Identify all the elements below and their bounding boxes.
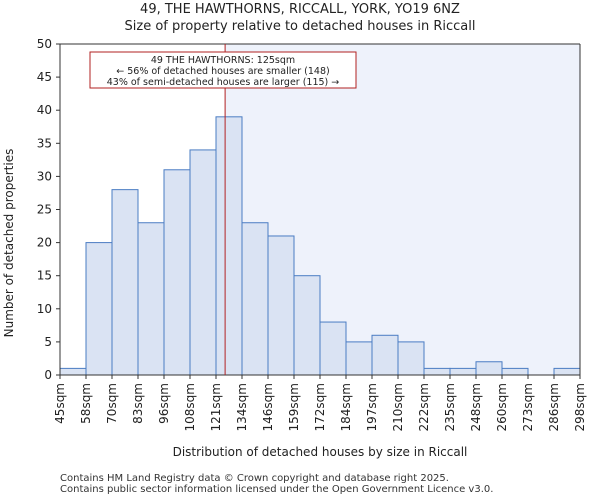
y-axis-label: Number of detached properties bbox=[2, 149, 16, 338]
histogram-bar bbox=[423, 367, 451, 376]
y-tick-label: 5 bbox=[44, 335, 52, 349]
x-tick-label: 172sqm bbox=[313, 383, 327, 431]
histogram-bar bbox=[59, 367, 87, 376]
annotation-line1: 49 THE HAWTHORNS: 125sqm bbox=[151, 55, 295, 66]
histogram-bar bbox=[163, 169, 191, 376]
x-tick-label: 121sqm bbox=[209, 383, 223, 431]
y-tick-label: 0 bbox=[44, 368, 52, 382]
histogram-bar bbox=[501, 367, 529, 376]
footer-copyright: Contains HM Land Registry data © Crown c… bbox=[60, 473, 449, 484]
x-tick-label: 235sqm bbox=[443, 383, 457, 431]
histogram-bar bbox=[449, 367, 477, 376]
chart-title: 49, THE HAWTHORNS, RICCALL, YORK, YO19 6… bbox=[140, 2, 460, 17]
histogram-bar bbox=[319, 321, 347, 376]
histogram-bar bbox=[397, 341, 425, 376]
x-tick-label: 210sqm bbox=[391, 383, 405, 431]
histogram-bar bbox=[241, 222, 269, 376]
histogram-bar bbox=[215, 116, 243, 376]
x-tick-label: 70sqm bbox=[105, 383, 119, 424]
histogram-bar bbox=[293, 275, 321, 376]
x-tick-label: 134sqm bbox=[235, 383, 249, 431]
histogram-bar bbox=[345, 341, 373, 376]
x-tick-label: 159sqm bbox=[287, 383, 301, 431]
histogram-bar bbox=[267, 235, 295, 376]
x-tick-label: 96sqm bbox=[157, 383, 171, 424]
footer-licence: Contains public sector information licen… bbox=[60, 484, 494, 495]
annotation-box bbox=[89, 51, 357, 89]
x-tick-label: 273sqm bbox=[521, 383, 535, 431]
y-tick-label: 15 bbox=[37, 269, 52, 283]
histogram-bar bbox=[137, 222, 165, 376]
histogram-chart: 0 5 10 15 20 25 30 35 40 45 50 45sqm 58sqm 70sqm 83sqm… bbox=[2, 37, 587, 459]
x-tick-label: 146sqm bbox=[261, 383, 275, 431]
y-tick-label: 20 bbox=[37, 236, 52, 250]
y-tick-label: 10 bbox=[37, 302, 52, 316]
x-tick-label: 260sqm bbox=[495, 383, 509, 431]
histogram-bar bbox=[475, 361, 503, 376]
x-tick-label: 222sqm bbox=[417, 383, 431, 431]
x-tick-label: 286sqm bbox=[547, 383, 561, 431]
y-tick-label: 30 bbox=[37, 169, 52, 183]
x-tick-label: 248sqm bbox=[469, 383, 483, 431]
y-tick-label: 50 bbox=[37, 37, 52, 51]
histogram-bar bbox=[111, 189, 139, 376]
y-tick-label: 25 bbox=[37, 203, 52, 217]
histogram-bar bbox=[189, 149, 217, 376]
annotation-line2: ← 56% of detached houses are smaller (14… bbox=[116, 66, 329, 77]
x-tick-label: 108sqm bbox=[183, 383, 197, 431]
histogram-bar bbox=[85, 242, 113, 376]
chart-subtitle: Size of property relative to detached ho… bbox=[124, 19, 476, 34]
y-tick-label: 40 bbox=[37, 103, 52, 117]
histogram-bar bbox=[553, 367, 581, 376]
x-tick-label: 58sqm bbox=[79, 383, 93, 424]
annotation-line3: 43% of semi-detached houses are larger (… bbox=[107, 77, 340, 88]
x-tick-label: 298sqm bbox=[573, 383, 587, 431]
y-tick-label: 35 bbox=[37, 136, 52, 150]
histogram-bar bbox=[371, 334, 399, 376]
x-tick-label: 83sqm bbox=[131, 383, 145, 424]
x-tick-label: 197sqm bbox=[365, 383, 379, 431]
x-axis-label: Distribution of detached houses by size … bbox=[173, 445, 468, 459]
x-tick-label: 45sqm bbox=[53, 383, 67, 424]
y-tick-label: 45 bbox=[37, 70, 52, 84]
x-tick-label: 184sqm bbox=[339, 383, 353, 431]
